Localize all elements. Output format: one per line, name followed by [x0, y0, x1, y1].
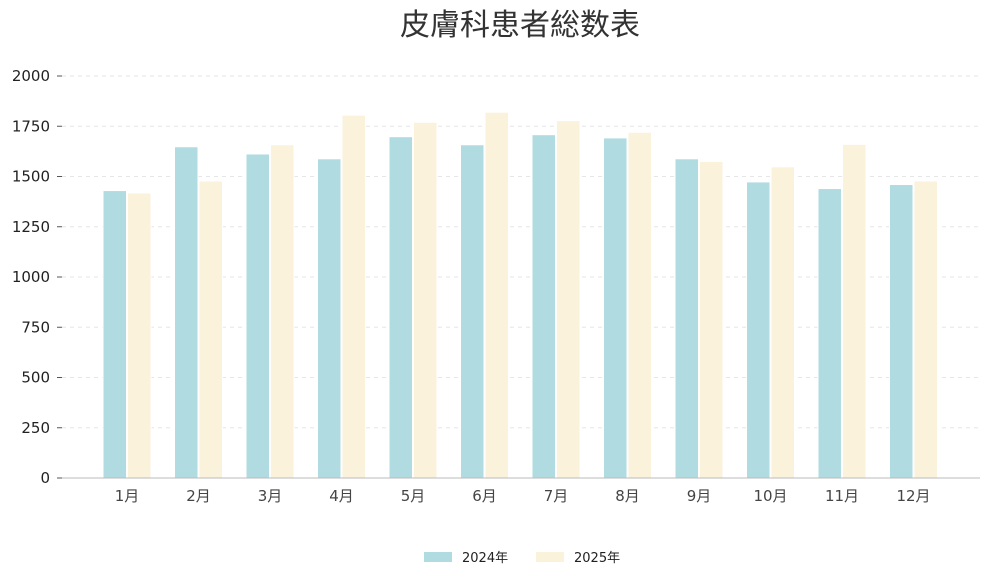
y-tick-label: 250 [21, 419, 50, 437]
legend-label: 2024年 [462, 551, 508, 566]
bar-series2 [270, 144, 295, 479]
bar-series1 [674, 158, 699, 479]
legend-label: 2025年 [574, 551, 620, 566]
x-tick-label: 10月 [753, 487, 787, 505]
chart-title: 皮膚科患者総数表 [400, 8, 640, 43]
x-tick-label: 1月 [115, 487, 140, 505]
bar-series2 [484, 111, 509, 479]
bar-series2 [770, 166, 795, 479]
bar-series1 [317, 158, 342, 479]
x-tick-label: 8月 [615, 487, 640, 505]
bar-series1 [245, 153, 270, 479]
y-tick-label: 0 [40, 469, 50, 487]
y-tick-label: 500 [21, 369, 50, 387]
bar-series1 [603, 137, 628, 479]
bar-series1 [817, 188, 842, 479]
y-tick-label: 2000 [12, 67, 50, 85]
legend-swatch [424, 552, 452, 562]
y-tick-label: 1750 [12, 117, 50, 135]
bar-series2 [699, 160, 724, 479]
x-tick-label: 11月 [825, 487, 859, 505]
bar-series1 [388, 136, 413, 479]
bar-series2 [842, 143, 867, 479]
bar-series2 [413, 121, 438, 479]
bars [102, 111, 938, 479]
bar-series2 [913, 180, 938, 479]
y-tick-label: 750 [21, 318, 50, 336]
legend-swatch [536, 552, 564, 562]
bar-series1 [174, 146, 199, 479]
bar-series1 [746, 181, 771, 479]
bar-series2 [341, 114, 366, 479]
x-tick-label: 5月 [401, 487, 426, 505]
x-tick-label: 3月 [258, 487, 283, 505]
x-tick-label: 12月 [896, 487, 930, 505]
y-tick-label: 1000 [12, 268, 50, 286]
x-tick-label: 6月 [472, 487, 497, 505]
axes: 0 250 500 750 1000 1250 1500 1750 2000 1月 2月 3月 4月 5月… [12, 67, 980, 505]
legend: 2024年 2025年 [424, 551, 620, 566]
x-tick-label: 7月 [544, 487, 569, 505]
x-tick-label: 2月 [186, 487, 211, 505]
bar-series2 [198, 180, 223, 479]
y-tick-label: 1500 [12, 168, 50, 186]
y-tick-label: 1250 [12, 218, 50, 236]
bar-series1 [889, 184, 914, 479]
bar-series1 [531, 134, 556, 479]
bar-series1 [460, 144, 485, 479]
bar-series2 [127, 192, 152, 479]
bar-series2 [627, 131, 652, 479]
x-tick-label: 4月 [329, 487, 354, 505]
bar-series2 [556, 120, 581, 479]
bar-series1 [102, 190, 127, 479]
x-tick-label: 9月 [687, 487, 712, 505]
